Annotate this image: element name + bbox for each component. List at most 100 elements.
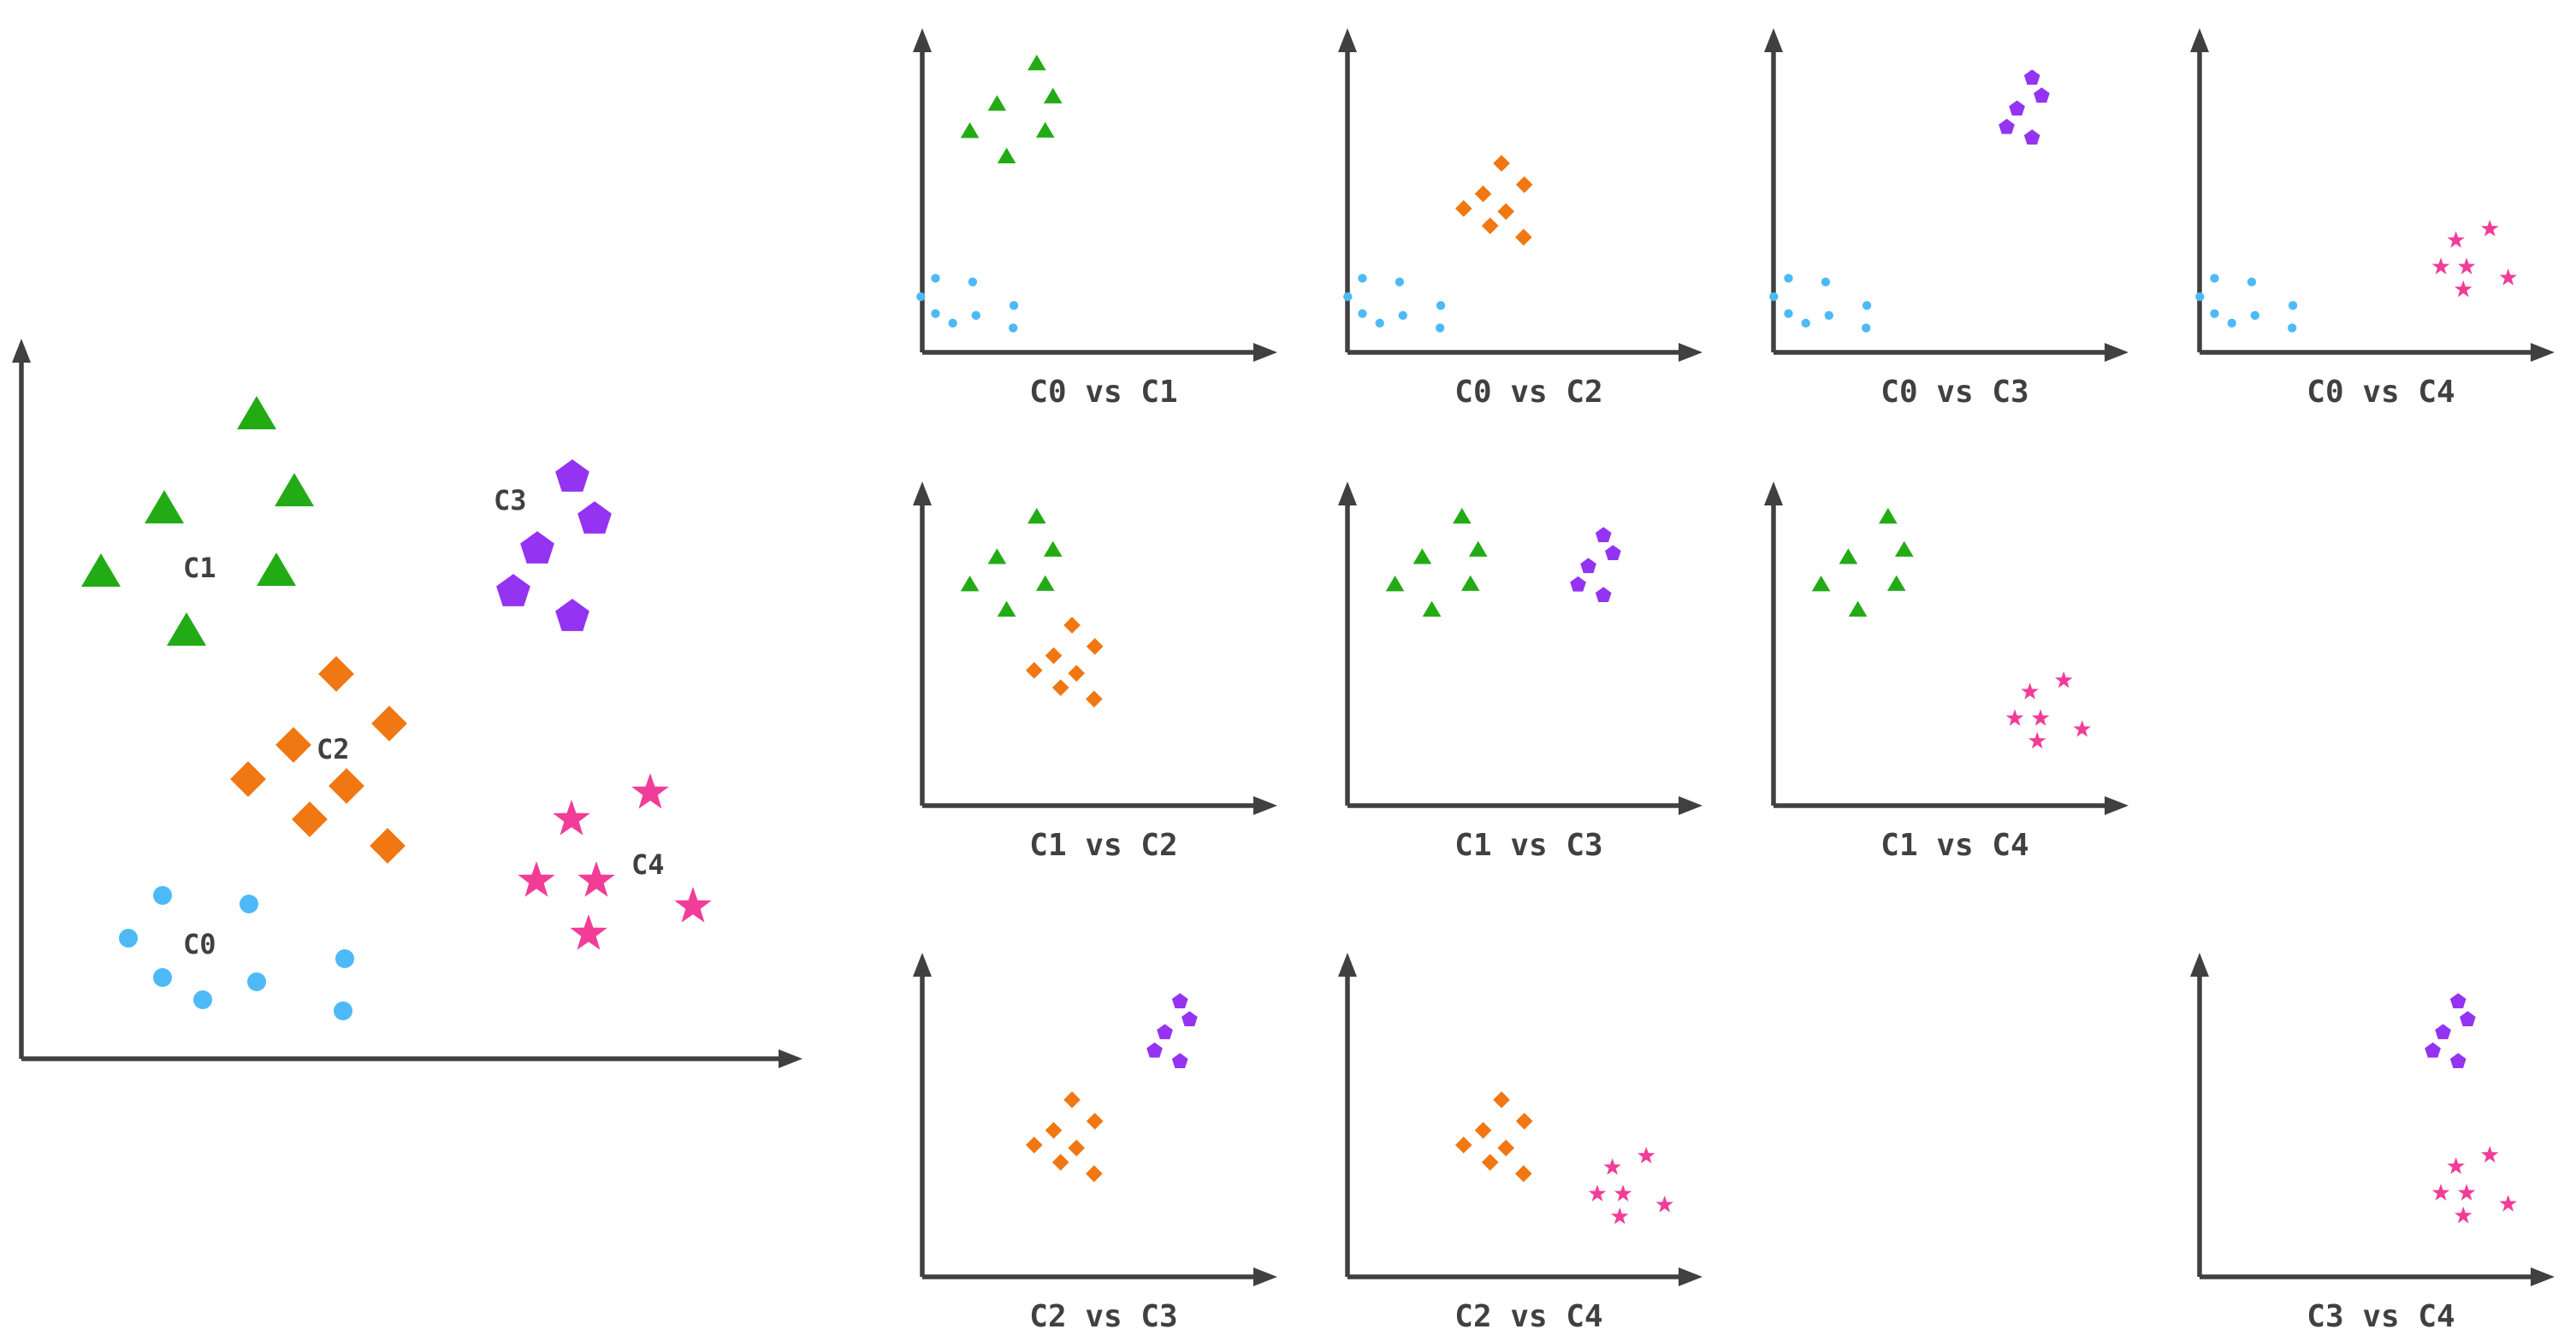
diamond-marker-c2: [1515, 1113, 1533, 1130]
pentagon-marker-c3: [555, 599, 589, 631]
panel-caption: C3 vs C4: [2307, 1299, 2455, 1334]
triangle-marker-c1: [145, 490, 184, 523]
star-marker-c4: [2499, 1195, 2517, 1212]
panel-c1-vs-c4: C1 vs C4: [1764, 481, 2129, 863]
panel-caption: C0 vs C4: [2307, 375, 2455, 410]
star-marker-c4: [631, 773, 669, 809]
panel-x-axis-arrow: [1253, 796, 1277, 815]
panel-c3-vs-c4: C3 vs C4: [2190, 953, 2555, 1334]
panel-c1-vs-c3: C1 vs C3: [1338, 481, 1703, 863]
circle-marker-c0: [1862, 323, 1871, 333]
circle-marker-c0: [2250, 310, 2259, 320]
circle-marker-c0: [1862, 301, 1872, 310]
circle-marker-c0: [931, 274, 940, 283]
triangle-marker-c1: [1839, 548, 1858, 564]
star-marker-c4: [2447, 1157, 2465, 1174]
triangle-marker-c1: [1412, 548, 1432, 564]
circle-marker-c0: [1358, 274, 1367, 283]
pentagon-marker-c3: [1595, 527, 1612, 542]
star-marker-c4: [2021, 682, 2039, 700]
triangle-marker-c1: [257, 552, 296, 586]
diamond-marker-c2: [1515, 228, 1532, 246]
pentagon-marker-c3: [1171, 993, 1188, 1008]
circle-marker-c0: [1436, 323, 1445, 333]
pentagon-marker-c3: [2449, 993, 2466, 1008]
diamond-marker-c2: [1045, 1121, 1063, 1139]
triangle-marker-c1: [237, 396, 276, 429]
diamond-marker-c2: [1086, 1165, 1103, 1183]
panel-y-axis-arrow: [1338, 953, 1357, 977]
pentagon-marker-c3: [1157, 1024, 1173, 1040]
diamond-marker-c2: [230, 761, 266, 797]
circle-marker-c0: [1769, 292, 1779, 302]
star-marker-c4: [2028, 731, 2046, 749]
panel-c0-vs-c3: C0 vs C3: [1764, 28, 2129, 410]
star-marker-c4: [2480, 219, 2499, 237]
cluster-label-c2: C2: [317, 733, 350, 765]
diamond-marker-c2: [1086, 690, 1103, 708]
diamond-marker-c2: [1454, 200, 1472, 217]
triangle-marker-c1: [1468, 541, 1488, 557]
star-marker-c4: [570, 914, 607, 950]
diamond-marker-c2: [318, 656, 354, 692]
diamond-marker-c2: [1497, 203, 1515, 221]
triangle-marker-c1: [1460, 575, 1480, 591]
main-markers: [81, 396, 712, 1020]
circle-marker-c0: [1009, 323, 1018, 333]
panel-caption: C1 vs C3: [1454, 828, 1602, 863]
star-marker-c4: [1637, 1146, 1655, 1164]
pentagon-marker-c3: [2449, 1053, 2466, 1069]
pentagon-marker-c3: [555, 459, 589, 492]
triangle-marker-c1: [1894, 541, 1914, 557]
triangle-marker-c1: [81, 553, 121, 587]
triangle-marker-c1: [1886, 575, 1906, 591]
star-marker-c4: [2054, 670, 2073, 688]
diamond-marker-c2: [370, 828, 406, 864]
diamond-marker-c2: [1063, 617, 1081, 634]
diamond-marker-c2: [1454, 1137, 1472, 1154]
pentagon-marker-c3: [1146, 1042, 1163, 1058]
circle-marker-c0: [1821, 277, 1831, 287]
star-marker-c4: [2005, 709, 2024, 726]
panel-x-axis-arrow: [1253, 343, 1277, 362]
star-marker-c4: [2073, 720, 2091, 737]
diamond-marker-c2: [1025, 1137, 1043, 1154]
diamond-marker-c2: [1025, 662, 1043, 679]
panel-y-axis-arrow: [1338, 481, 1357, 505]
star-marker-c4: [2499, 269, 2517, 286]
panel-c1-vs-c2: C1 vs C2: [913, 481, 1277, 863]
panel-y-axis-arrow: [913, 28, 932, 52]
triangle-marker-c1: [997, 147, 1016, 164]
panel-caption: C0 vs C3: [1880, 375, 2028, 410]
cluster-label-c1: C1: [183, 552, 216, 584]
main-cluster-labels: C0 C1 C2 C3 C4: [183, 484, 665, 960]
panel-x-axis-arrow: [1679, 796, 1703, 815]
circle-marker-c0: [968, 277, 978, 287]
diamond-marker-c2: [1068, 665, 1086, 682]
panel-y-axis-arrow: [1764, 28, 1783, 52]
diamond-marker-c2: [1493, 155, 1510, 172]
diamond-marker-c2: [1493, 1091, 1510, 1108]
circle-marker-c0: [1436, 301, 1446, 310]
circle-marker-c0: [1343, 292, 1353, 302]
triangle-marker-c1: [1453, 507, 1472, 524]
star-marker-c4: [1603, 1158, 1621, 1175]
panel-x-axis-arrow: [2531, 343, 2555, 362]
panel-c0-vs-c2: C0 vs C2: [1338, 28, 1703, 410]
panel-x-axis-arrow: [2105, 796, 2129, 815]
triangle-marker-c1: [987, 95, 1007, 111]
main-scatter-plot: C0 C1 C2 C3 C4: [12, 339, 802, 1068]
main-axes: [12, 339, 802, 1068]
circle-marker-c0: [1784, 309, 1793, 318]
star-marker-c4: [518, 861, 555, 897]
circle-marker-c0: [334, 1001, 352, 1020]
circle-marker-c0: [948, 318, 957, 328]
star-marker-c4: [2431, 257, 2450, 275]
panel-caption: C0 vs C1: [1029, 375, 1177, 410]
triangle-marker-c1: [1035, 575, 1055, 591]
circle-marker-c0: [2227, 318, 2236, 328]
circle-marker-c0: [1801, 318, 1810, 328]
pentagon-marker-c3: [2023, 69, 2040, 85]
cluster-label-c3: C3: [494, 484, 527, 517]
diamond-marker-c2: [1474, 185, 1492, 203]
